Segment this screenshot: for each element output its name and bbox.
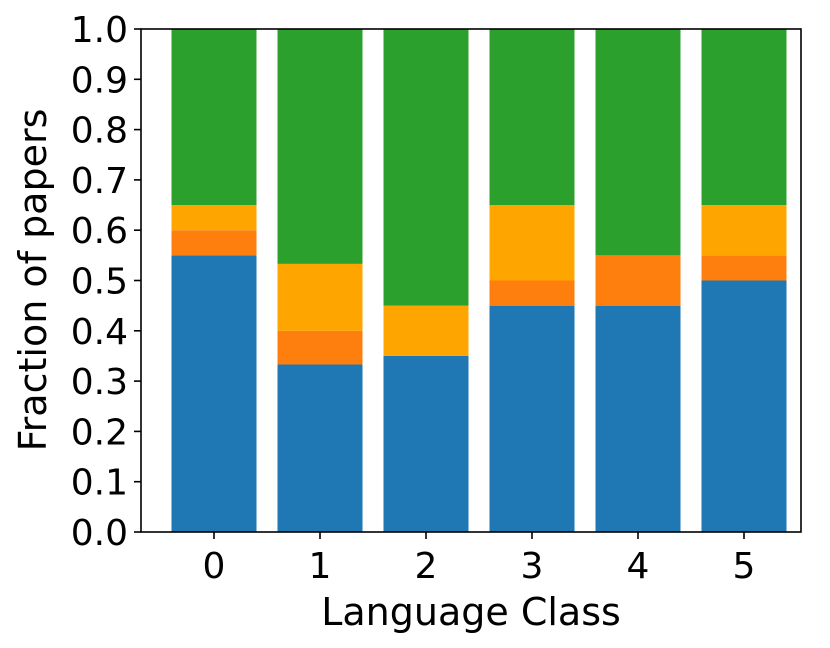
bar-segment-5-2 <box>701 205 787 256</box>
y-tick-label: 0.1 <box>71 463 128 504</box>
x-tick-label: 0 <box>203 546 226 587</box>
y-axis-title: Fraction of papers <box>11 109 55 452</box>
y-axis: 0.0 0.1 0.2 0.3 0.4 0.5 0.6 0.7 0.8 0.9 1.0 <box>71 10 141 554</box>
x-tick-label: 5 <box>733 546 756 587</box>
bar-segment-3-2 <box>489 205 575 281</box>
x-tick-label: 1 <box>309 546 332 587</box>
x-tick-label: 4 <box>627 546 650 587</box>
bar-segment-0-1 <box>171 230 257 256</box>
y-tick-label: 1.0 <box>71 10 128 51</box>
bar-segment-2-3 <box>383 29 469 306</box>
bar-segment-0-3 <box>171 29 257 206</box>
bar-segment-0-2 <box>171 205 257 231</box>
bar-segment-2-0 <box>383 355 469 532</box>
x-axis: 0 1 2 3 4 5 <box>203 532 756 587</box>
bar-segment-4-0 <box>595 305 681 532</box>
bar-segment-1-2 <box>277 263 363 331</box>
x-tick-label: 3 <box>521 546 544 587</box>
x-axis-title: Language Class <box>321 590 621 634</box>
bar-segment-1-3 <box>277 29 363 264</box>
y-tick-label: 0.0 <box>71 513 128 554</box>
bar-segment-0-0 <box>171 255 257 532</box>
y-tick-label: 0.8 <box>71 111 128 152</box>
bar-segment-4-1 <box>595 255 681 306</box>
bar-segment-5-0 <box>701 280 787 532</box>
y-tick-label: 0.2 <box>71 412 128 453</box>
bar-segment-2-2 <box>383 305 469 356</box>
y-tick-label: 0.3 <box>71 362 128 403</box>
y-tick-label: 0.4 <box>71 312 128 353</box>
bar-segment-4-3 <box>595 29 681 256</box>
bar-segment-3-0 <box>489 305 575 532</box>
y-tick-label: 0.5 <box>71 262 128 303</box>
bar-segment-5-3 <box>701 29 787 206</box>
bars-group <box>171 29 787 532</box>
bar-segment-3-3 <box>489 29 575 206</box>
bar-segment-5-1 <box>701 255 787 281</box>
bar-segment-3-1 <box>489 280 575 306</box>
bar-segment-1-0 <box>277 364 363 532</box>
x-tick-label: 2 <box>415 546 438 587</box>
bar-segment-1-1 <box>277 330 363 365</box>
y-tick-label: 0.7 <box>71 161 128 202</box>
y-tick-label: 0.9 <box>71 60 128 101</box>
y-tick-label: 0.6 <box>71 211 128 252</box>
